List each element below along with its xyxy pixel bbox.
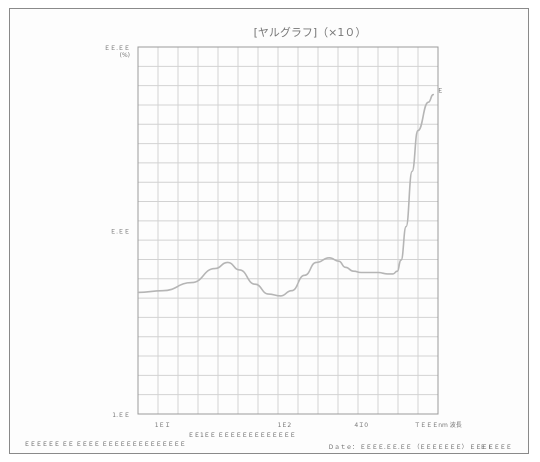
y-tick-label: ＥＥ.ＥＥ(%) <box>104 45 130 59</box>
chart-grid <box>138 47 438 414</box>
footer-page-text: Ｅ ＥＥＥＥ <box>480 444 512 451</box>
chart-title: [ヤルグラフ]（×1０） <box>254 25 367 39</box>
plot-border <box>137 46 439 415</box>
y-tick-label: Ｅ.ＥＥ <box>110 229 130 236</box>
series-line <box>137 93 435 297</box>
x-tick-labels: 1ＥＩ 1Ｅ2 4Ｉ0 ＴＥＥＥnm 波長 <box>155 421 462 429</box>
footer-center-text: ＥＥ1ＥＥ ＥＥＥＥＥＥＥＥＥＥＥＥＥ <box>188 432 296 439</box>
y-tick-labels: ＥＥ.ＥＥ(%) Ｅ.ＥＥ 1.ＥＥ <box>104 45 130 419</box>
series-group: Ｅ <box>137 88 443 297</box>
chart-frame: [ヤルグラフ]（×1０） ＥＥ.ＥＥ(%) Ｅ.ＥＥ 1.ＥＥ 1ＥＩ 1Ｅ2 4Ｉ0 Ｔ… <box>9 8 529 454</box>
series-end-label: Ｅ <box>437 88 443 95</box>
footer-right-text: Ｄａｔｅ： ＥＥＥＥ.ＥＥ.ＥＥ （ＥＥＥＥＥＥＥ） ＥＥＥＥ <box>328 444 494 451</box>
x-tick-label: ＴＥＥＥnm 波長 <box>414 421 462 429</box>
footer-left-text: ＥＥＥＥＥＥ ＥＥ ＥＥＥＥ ＥＥＥＥＥＥＥＥＥＥＥＥＥＥ <box>24 441 186 448</box>
line-chart: [ヤルグラフ]（×1０） ＥＥ.ＥＥ(%) Ｅ.ＥＥ 1.ＥＥ 1ＥＩ 1Ｅ2 4Ｉ0 Ｔ… <box>104 25 462 429</box>
y-tick-label: 1.ＥＥ <box>112 412 130 419</box>
x-tick-label: 1Ｅ2 <box>278 422 292 429</box>
x-tick-label: 4Ｉ0 <box>354 422 368 429</box>
x-tick-label: 1ＥＩ <box>155 422 171 429</box>
